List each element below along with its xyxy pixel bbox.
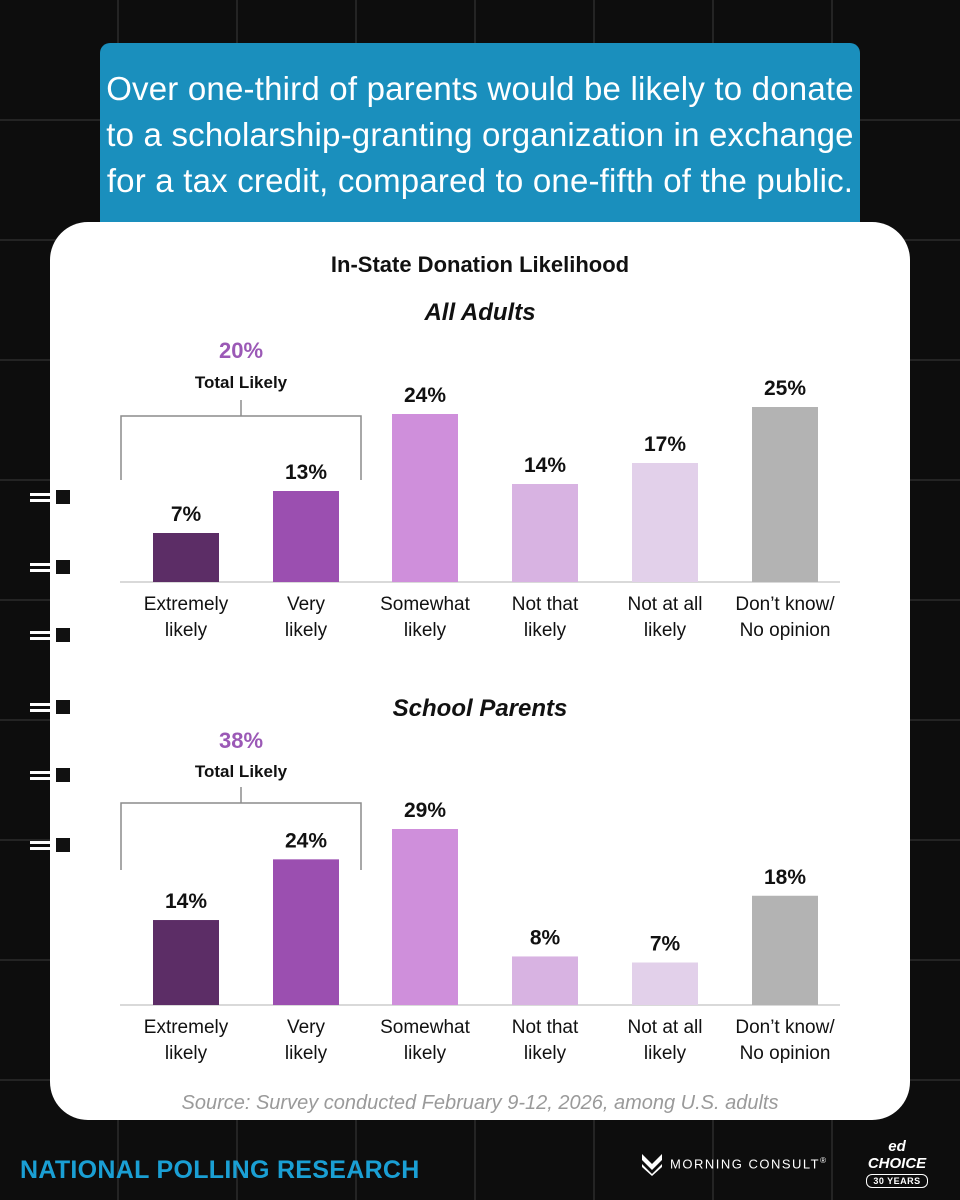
category-label: likely xyxy=(165,620,208,641)
total-likely-label: Total Likely xyxy=(195,762,288,781)
bar-3 xyxy=(392,829,458,1005)
category-label: likely xyxy=(165,1043,208,1064)
edchoice-logo: ed CHOICE 30 YEARS xyxy=(866,1138,928,1188)
headline-banner xyxy=(100,43,860,253)
category-label: Somewhat xyxy=(380,1017,470,1038)
bar-value-label: 17% xyxy=(644,433,686,456)
total-likely-value: 38% xyxy=(219,728,263,753)
bar-value-label: 14% xyxy=(524,454,566,477)
total-likely-label: Total Likely xyxy=(195,373,288,392)
footer-label: NATIONAL POLLING RESEARCH xyxy=(20,1156,420,1184)
category-label: likely xyxy=(524,620,567,641)
category-label: Not that xyxy=(512,1017,579,1038)
category-label: Don’t know/ xyxy=(735,594,835,615)
category-label: Somewhat xyxy=(380,594,470,615)
bar-4 xyxy=(512,956,578,1005)
bar-6 xyxy=(752,407,818,582)
bar-value-label: 7% xyxy=(171,503,202,526)
category-label: Extremely xyxy=(144,1017,229,1038)
bar-5 xyxy=(632,962,698,1005)
category-label: No opinion xyxy=(740,1043,831,1064)
category-label: Extremely xyxy=(144,594,229,615)
bar-value-label: 7% xyxy=(650,933,681,956)
bar-1 xyxy=(153,920,219,1005)
bar-2 xyxy=(273,859,339,1005)
category-label: likely xyxy=(524,1043,567,1064)
bar-5 xyxy=(632,463,698,582)
category-label: Not that xyxy=(512,594,579,615)
chart-title: In-State Donation Likelihood xyxy=(331,252,629,277)
category-label: likely xyxy=(404,620,447,641)
headline: Over one-third of parents would be likel… xyxy=(100,66,860,204)
edchoice-badge: 30 YEARS xyxy=(866,1174,928,1188)
source-note: Source: Survey conducted February 9-12, … xyxy=(181,1092,778,1114)
headline-line: to a scholarship-granting organization i… xyxy=(106,116,854,153)
bar-value-label: 24% xyxy=(404,384,446,407)
bar-3 xyxy=(392,414,458,582)
bar-value-label: 24% xyxy=(285,829,327,852)
headline-line: Over one-third of parents would be likel… xyxy=(106,70,854,107)
bar-value-label: 29% xyxy=(404,799,446,822)
morning-consult-logo-icon xyxy=(642,1154,662,1176)
category-label: likely xyxy=(404,1043,447,1064)
category-label: Very xyxy=(287,1017,326,1038)
category-label: likely xyxy=(285,1043,328,1064)
category-label: Not at all xyxy=(628,594,703,615)
bar-value-label: 8% xyxy=(530,926,561,949)
bar-value-label: 18% xyxy=(764,866,806,889)
series-title: All Adults xyxy=(423,299,535,326)
edchoice-wordmark: ed CHOICE xyxy=(867,1138,927,1172)
bar-value-label: 13% xyxy=(285,461,327,484)
category-label: likely xyxy=(644,620,687,641)
series-title: School Parents xyxy=(393,695,568,722)
category-label: likely xyxy=(285,620,328,641)
category-label: Very xyxy=(287,594,326,615)
category-label: Not at all xyxy=(628,1017,703,1038)
morning-consult-wordmark: MORNING CONSULT® xyxy=(670,1156,828,1172)
bar-1 xyxy=(153,533,219,582)
headline-line: for a tax credit, compared to one-fifth … xyxy=(106,162,854,199)
category-label: No opinion xyxy=(740,620,831,641)
total-likely-value: 20% xyxy=(219,338,263,363)
bar-2 xyxy=(273,491,339,582)
bar-4 xyxy=(512,484,578,582)
bar-value-label: 25% xyxy=(764,377,806,400)
bar-6 xyxy=(752,895,818,1005)
category-label: likely xyxy=(644,1043,687,1064)
bar-value-label: 14% xyxy=(165,890,207,913)
category-label: Don’t know/ xyxy=(735,1017,835,1038)
